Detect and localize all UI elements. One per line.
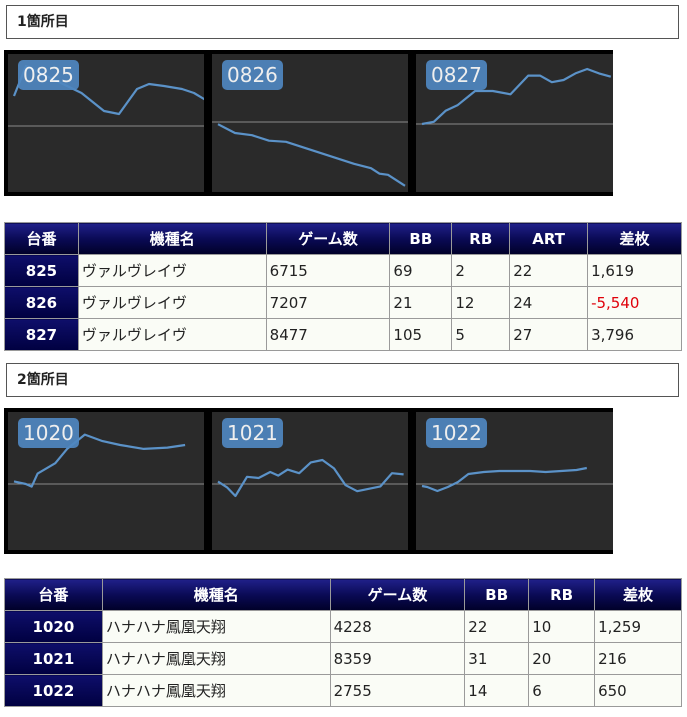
- diff: 650: [594, 674, 682, 707]
- art-count: 24: [509, 286, 589, 319]
- machine-no: 827: [4, 318, 79, 351]
- bb-count: 21: [389, 286, 453, 319]
- header-rb: RB: [451, 222, 511, 255]
- header-diff: 差枚: [587, 222, 682, 255]
- rb-count: 2: [451, 254, 511, 287]
- games: 4228: [329, 610, 466, 643]
- header-machine-no: 台番: [4, 578, 103, 611]
- bb-count: 14: [464, 674, 530, 707]
- rb-count: 6: [528, 674, 596, 707]
- chart-label-1020: 1020: [18, 418, 79, 448]
- diff: -5,540: [587, 286, 682, 319]
- series-line: [421, 466, 588, 493]
- chart-0827: [416, 67, 613, 126]
- header-games: ゲーム数: [265, 222, 391, 255]
- bb-count: 22: [464, 610, 530, 643]
- section-2-title: 2箇所目: [6, 363, 679, 397]
- bb-count: 69: [389, 254, 453, 287]
- bb-count: 31: [464, 642, 530, 675]
- machine-no: 1022: [4, 674, 103, 707]
- header-games: ゲーム数: [329, 578, 466, 611]
- header-model-name: 機種名: [101, 578, 331, 611]
- header-rb: RB: [528, 578, 596, 611]
- header-art: ART: [509, 222, 589, 255]
- chart-label-0827: 0827: [426, 60, 487, 90]
- section-1-table: 台番 機種名 ゲーム数 BB RB ART 差枚 825 ヴァルヴレイヴ 671…: [4, 222, 682, 351]
- chart-label-0825: 0825: [18, 60, 79, 90]
- chart-label-1022: 1022: [426, 418, 487, 448]
- chart-1021: [212, 458, 408, 498]
- machine-no: 826: [4, 286, 79, 319]
- machine-no: 825: [4, 254, 79, 287]
- header-machine-no: 台番: [4, 222, 79, 255]
- diff: 1,619: [587, 254, 682, 287]
- series-line: [421, 67, 612, 126]
- header-bb: BB: [464, 578, 530, 611]
- table-row[interactable]: 1021 ハナハナ鳳凰天翔 8359 31 20 216: [4, 642, 682, 675]
- chart-label-0826: 0826: [222, 60, 283, 90]
- chart-label-1021: 1021: [222, 418, 283, 448]
- diff: 3,796: [587, 318, 682, 351]
- games: 2755: [329, 674, 466, 707]
- table-row[interactable]: 826 ヴァルヴレイヴ 7207 21 12 24 -5,540: [4, 286, 682, 319]
- model-name: ヴァルヴレイヴ: [77, 318, 267, 351]
- section-1-title: 1箇所目: [6, 5, 679, 39]
- machine-no: 1021: [4, 642, 103, 675]
- machine-no: 1020: [4, 610, 103, 643]
- diff: 1,259: [594, 610, 682, 643]
- model-name: ハナハナ鳳凰天翔: [101, 674, 331, 707]
- games: 8359: [329, 642, 466, 675]
- section-2-charts: 1020 1021 1022: [4, 408, 613, 554]
- series-line: [217, 458, 404, 498]
- model-name: ハナハナ鳳凰天翔: [101, 610, 331, 643]
- chart-panel-0827[interactable]: 0827: [416, 54, 613, 192]
- model-name: ヴァルヴレイヴ: [77, 286, 267, 319]
- games: 7207: [265, 286, 391, 319]
- bb-count: 105: [389, 318, 453, 351]
- chart-panel-0825[interactable]: 0825: [8, 54, 204, 192]
- art-count: 27: [509, 318, 589, 351]
- chart-panel-1020[interactable]: 1020: [8, 412, 204, 550]
- chart-1022: [416, 466, 613, 493]
- model-name: ヴァルヴレイヴ: [77, 254, 267, 287]
- section-1-charts: 0825 0826 0827: [4, 50, 613, 196]
- header-diff: 差枚: [594, 578, 682, 611]
- table-header-row: 台番 機種名 ゲーム数 BB RB ART 差枚: [4, 222, 682, 255]
- header-model-name: 機種名: [77, 222, 267, 255]
- model-name: ハナハナ鳳凰天翔: [101, 642, 331, 675]
- games: 8477: [265, 318, 391, 351]
- chart-0826: [212, 121, 408, 187]
- rb-count: 20: [528, 642, 596, 675]
- header-bb: BB: [389, 222, 453, 255]
- series-line: [217, 123, 406, 187]
- rb-count: 12: [451, 286, 511, 319]
- table-row[interactable]: 825 ヴァルヴレイヴ 6715 69 2 22 1,619: [4, 254, 682, 287]
- rb-count: 10: [528, 610, 596, 643]
- games: 6715: [265, 254, 391, 287]
- chart-panel-1021[interactable]: 1021: [212, 412, 408, 550]
- table-row[interactable]: 827 ヴァルヴレイヴ 8477 105 5 27 3,796: [4, 318, 682, 351]
- chart-panel-0826[interactable]: 0826: [212, 54, 408, 192]
- table-row[interactable]: 1020 ハナハナ鳳凰天翔 4228 22 10 1,259: [4, 610, 682, 643]
- table-row[interactable]: 1022 ハナハナ鳳凰天翔 2755 14 6 650: [4, 674, 682, 707]
- rb-count: 5: [451, 318, 511, 351]
- chart-panel-1022[interactable]: 1022: [416, 412, 613, 550]
- section-2-table: 台番 機種名 ゲーム数 BB RB 差枚 1020 ハナハナ鳳凰天翔 4228 …: [4, 578, 682, 707]
- diff: 216: [594, 642, 682, 675]
- art-count: 22: [509, 254, 589, 287]
- table-header-row: 台番 機種名 ゲーム数 BB RB 差枚: [4, 578, 682, 611]
